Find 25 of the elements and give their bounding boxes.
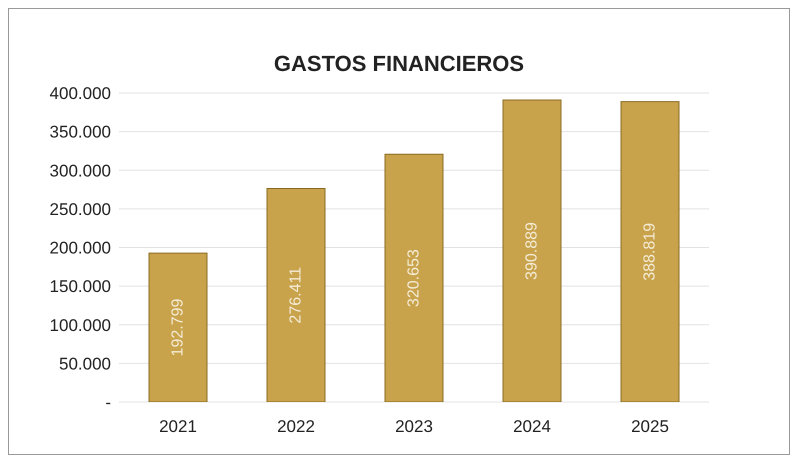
x-tick-label: 2023 (395, 417, 433, 436)
y-tick-label: 400.000 (50, 84, 111, 104)
chart-title: GASTOS FINANCIEROS (272, 50, 526, 77)
x-tick-label: 2024 (513, 417, 551, 436)
y-tick-label: 50.000 (59, 354, 111, 374)
x-tick-label: 2022 (277, 417, 315, 436)
data-label: 390.889 (524, 222, 540, 280)
y-tick-label: 100.000 (50, 316, 111, 335)
x-tick-label: 2021 (159, 417, 197, 436)
y-tick-label: 150.000 (50, 277, 111, 296)
data-label: 320.653 (406, 249, 422, 308)
data-label: 276.411 (288, 266, 304, 324)
y-tick-label: 250.000 (50, 200, 111, 219)
bar (502, 100, 562, 402)
x-tick-label: 2025 (631, 417, 669, 436)
bar (384, 154, 444, 402)
bar (620, 101, 680, 402)
data-label: 388.819 (642, 222, 658, 281)
bar (266, 188, 326, 402)
data-label: 192.799 (170, 298, 186, 356)
y-tick-label: - (105, 393, 111, 412)
y-tick-label: 200.000 (50, 238, 111, 258)
bar (148, 252, 208, 402)
y-tick-label: 300.000 (50, 161, 111, 180)
y-tick-label: 350.000 (50, 122, 111, 142)
